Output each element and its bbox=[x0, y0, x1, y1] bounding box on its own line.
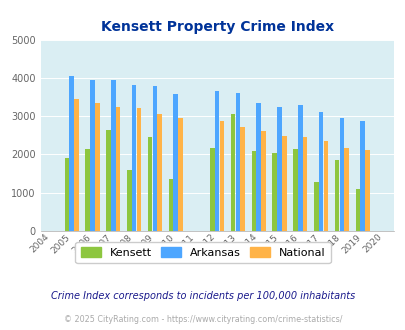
Bar bbox=[292, 149, 297, 231]
Bar bbox=[168, 179, 173, 231]
Bar bbox=[260, 131, 265, 231]
Bar bbox=[297, 105, 302, 231]
Bar bbox=[360, 121, 364, 231]
Bar bbox=[214, 91, 219, 231]
Bar bbox=[132, 84, 136, 231]
Bar bbox=[136, 108, 141, 231]
Bar bbox=[334, 160, 339, 231]
Bar bbox=[157, 114, 162, 231]
Bar bbox=[111, 80, 115, 231]
Bar bbox=[318, 112, 323, 231]
Bar bbox=[364, 150, 369, 231]
Legend: Kensett, Arkansas, National: Kensett, Arkansas, National bbox=[75, 242, 330, 263]
Bar bbox=[95, 103, 99, 231]
Bar bbox=[85, 149, 90, 231]
Bar bbox=[277, 107, 281, 231]
Bar bbox=[178, 118, 182, 231]
Text: © 2025 CityRating.com - https://www.cityrating.com/crime-statistics/: © 2025 CityRating.com - https://www.city… bbox=[64, 315, 341, 324]
Bar bbox=[343, 148, 348, 231]
Bar bbox=[74, 99, 79, 231]
Bar bbox=[235, 93, 240, 231]
Bar bbox=[106, 130, 111, 231]
Bar bbox=[281, 136, 286, 231]
Bar bbox=[272, 153, 276, 231]
Bar bbox=[313, 182, 318, 231]
Bar bbox=[147, 137, 152, 231]
Text: Crime Index corresponds to incidents per 100,000 inhabitants: Crime Index corresponds to incidents per… bbox=[51, 291, 354, 301]
Bar bbox=[64, 158, 69, 231]
Bar bbox=[339, 118, 343, 231]
Bar bbox=[302, 137, 307, 231]
Bar bbox=[90, 80, 95, 231]
Bar bbox=[230, 114, 235, 231]
Bar bbox=[219, 121, 224, 231]
Bar bbox=[251, 150, 256, 231]
Title: Kensett Property Crime Index: Kensett Property Crime Index bbox=[100, 20, 333, 34]
Bar bbox=[115, 107, 120, 231]
Bar bbox=[323, 141, 327, 231]
Bar bbox=[240, 127, 245, 231]
Bar bbox=[152, 86, 157, 231]
Bar bbox=[355, 189, 359, 231]
Bar bbox=[127, 170, 131, 231]
Bar bbox=[173, 94, 177, 231]
Bar bbox=[69, 76, 74, 231]
Bar bbox=[256, 103, 260, 231]
Bar bbox=[210, 148, 214, 231]
